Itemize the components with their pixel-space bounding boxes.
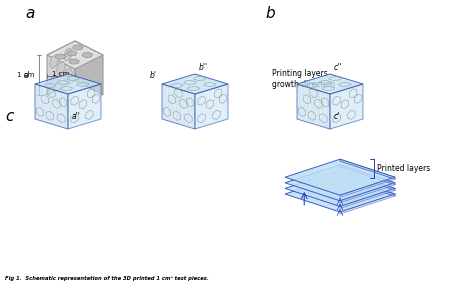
Text: b': b' [150, 71, 157, 80]
Text: 1 cm: 1 cm [52, 71, 70, 77]
Polygon shape [47, 41, 103, 69]
Polygon shape [68, 84, 101, 129]
Text: c'': c'' [334, 63, 343, 72]
Polygon shape [285, 159, 395, 195]
Polygon shape [66, 51, 77, 56]
Polygon shape [162, 74, 228, 94]
Polygon shape [340, 176, 395, 196]
Text: Fig 1.  Schematic representation of the 3D printed 1 cm³ test pieces.: Fig 1. Schematic representation of the 3… [5, 276, 209, 281]
Polygon shape [64, 68, 73, 81]
Polygon shape [340, 183, 395, 203]
Polygon shape [195, 84, 228, 129]
Polygon shape [47, 41, 75, 95]
Polygon shape [340, 159, 395, 179]
Polygon shape [82, 52, 93, 58]
Polygon shape [49, 55, 58, 68]
Polygon shape [73, 45, 83, 50]
Text: 1 cm: 1 cm [17, 72, 34, 78]
Polygon shape [49, 75, 58, 88]
Text: b: b [265, 6, 274, 21]
Polygon shape [340, 194, 395, 214]
Text: c': c' [334, 112, 340, 121]
Polygon shape [162, 84, 195, 129]
Polygon shape [297, 84, 330, 129]
Text: a': a' [23, 71, 30, 80]
Polygon shape [340, 165, 395, 185]
Polygon shape [340, 177, 395, 197]
Polygon shape [340, 188, 395, 208]
Polygon shape [75, 41, 103, 95]
Text: Printing layers
growth direction: Printing layers growth direction [272, 69, 335, 89]
Text: a: a [25, 6, 35, 21]
Polygon shape [35, 84, 68, 129]
Polygon shape [64, 48, 73, 61]
Polygon shape [297, 74, 363, 94]
Polygon shape [340, 170, 395, 190]
Polygon shape [69, 59, 80, 64]
Polygon shape [56, 61, 65, 75]
Text: a'': a'' [72, 112, 81, 121]
Text: c: c [5, 109, 13, 124]
Polygon shape [285, 176, 395, 212]
Text: b'': b'' [199, 63, 208, 72]
Polygon shape [285, 170, 395, 206]
Text: Printed layers: Printed layers [377, 164, 430, 173]
Polygon shape [285, 165, 395, 201]
Polygon shape [35, 74, 101, 94]
Polygon shape [330, 84, 363, 129]
Polygon shape [55, 54, 66, 59]
